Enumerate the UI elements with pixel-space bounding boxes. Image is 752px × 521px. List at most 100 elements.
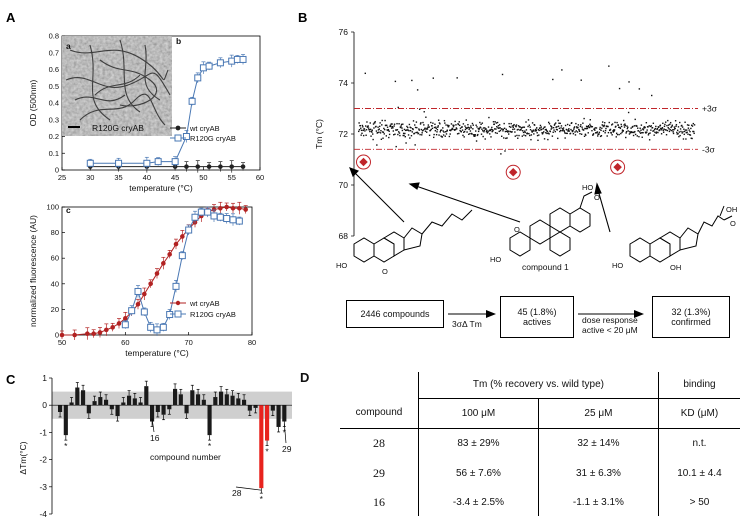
screen-point [507, 131, 509, 133]
screen-point [576, 131, 579, 133]
screen-point [686, 129, 688, 131]
screen-point [610, 132, 613, 134]
screen-point [465, 127, 468, 130]
screen-point [388, 130, 390, 132]
screen-point [627, 130, 629, 132]
screen-point [658, 126, 660, 129]
screen-point [624, 124, 627, 127]
legend-a-top: wt cryAB R120G cryAB [170, 124, 236, 143]
bar [81, 390, 86, 406]
data-point [128, 307, 136, 315]
bar [230, 395, 235, 406]
screen-point [440, 129, 442, 132]
screen-point [463, 131, 465, 133]
screen-point [403, 128, 406, 131]
screen-point [542, 132, 544, 134]
screen-point [379, 125, 381, 128]
screen-point [449, 133, 451, 135]
data-point [178, 252, 186, 260]
data-point [216, 59, 224, 67]
screen-point [586, 127, 589, 130]
screen-point [623, 124, 625, 126]
legend-a-bottom: wt cryAB R120G cryAB [170, 299, 236, 319]
screen-point [542, 127, 545, 130]
screen-point [432, 77, 434, 79]
x-axis-label: temperature (°C) [129, 183, 193, 193]
data-point [91, 331, 96, 337]
screen-point [655, 125, 657, 128]
screen-point [556, 129, 559, 131]
screen-point [505, 137, 507, 140]
screen-point [675, 125, 677, 127]
panel-d-table: Tm (% recovery vs. wild type) binding co… [340, 372, 740, 516]
screen-point [389, 125, 391, 128]
screen-point [691, 137, 693, 140]
screen-point [378, 128, 381, 130]
y-tick-label: 0.1 [49, 149, 59, 158]
y-tick-label: 68 [339, 231, 349, 241]
y-tick-label: 0.4 [49, 99, 59, 108]
y-tick-label: 1 [42, 373, 47, 383]
screen-point [667, 124, 670, 126]
data-point [229, 216, 237, 224]
screen-point [508, 125, 511, 128]
data-point [173, 241, 179, 247]
screen-point [389, 124, 392, 127]
screen-point [394, 80, 397, 83]
screen-point [422, 129, 425, 131]
y-tick-label: 76 [339, 27, 349, 37]
screen-point [380, 130, 382, 132]
screen-point [397, 133, 399, 136]
screen-point [601, 124, 603, 126]
screen-point [593, 128, 596, 130]
y-tick-label: 0 [55, 166, 59, 175]
data-point [180, 234, 185, 239]
screen-point [401, 127, 403, 129]
screen-point [693, 130, 695, 133]
legend-marker-wt [175, 125, 181, 131]
screen-point [477, 130, 480, 133]
screen-point [632, 131, 634, 133]
significance-star: * [64, 441, 68, 451]
screen-point [678, 135, 680, 138]
screen-point [486, 131, 489, 134]
legend-label-wt: wt cryAB [189, 124, 220, 133]
row-100um: 83 ± 29% [418, 428, 539, 458]
screen-point [416, 89, 419, 91]
screen-point [676, 131, 678, 134]
screen-point [495, 128, 497, 130]
y-tick-label: 74 [339, 78, 349, 88]
screen-point [634, 130, 636, 133]
screen-point [442, 130, 444, 132]
screen-point [685, 138, 687, 140]
screen-point [440, 135, 442, 137]
table-row: 28 83 ± 29% 32 ± 14% n.t. [340, 428, 740, 458]
data-point [243, 207, 248, 212]
screen-point [383, 133, 385, 135]
svg-text:HO: HO [490, 255, 501, 264]
data-point [239, 55, 247, 63]
screen-point [607, 131, 610, 134]
screen-point [544, 129, 547, 131]
screen-point [688, 129, 690, 131]
inset-label-a: a [66, 41, 71, 51]
screen-point [648, 132, 650, 135]
screen-point [571, 130, 573, 132]
bar [270, 405, 275, 411]
screen-point [574, 134, 577, 136]
screen-point [578, 129, 580, 131]
screen-point [693, 124, 696, 126]
screen-point [411, 131, 413, 133]
screen-point [594, 129, 596, 131]
screen-point [618, 133, 620, 136]
screen-point [425, 128, 427, 130]
structure-compound-cholestane: HO O [336, 209, 473, 276]
screen-point [367, 127, 370, 129]
screen-point [502, 128, 505, 131]
data-point [240, 164, 246, 169]
screen-point [671, 124, 674, 126]
screen-point [411, 127, 414, 130]
data-point [153, 326, 161, 334]
screen-point [482, 135, 484, 138]
bar [155, 405, 160, 412]
